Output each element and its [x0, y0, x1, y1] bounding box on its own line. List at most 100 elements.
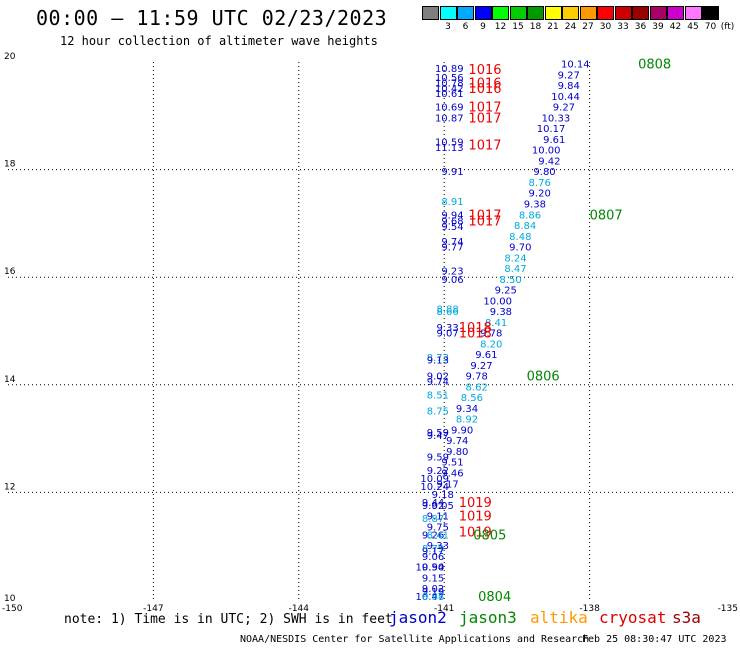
time-label: 0806	[527, 370, 560, 385]
legend-swatch	[684, 6, 702, 20]
wave-height-label: 8.56	[461, 393, 483, 404]
x-tick-label: -138	[579, 604, 600, 614]
wave-height-label: 8.20	[480, 339, 502, 350]
legend-swatch	[667, 6, 684, 20]
legend-swatch	[597, 6, 614, 20]
legend-swatch	[649, 6, 667, 20]
pressure-label: 1018	[459, 327, 492, 342]
wave-height-label: 10.09	[420, 474, 449, 485]
legend-swatch	[492, 6, 509, 20]
wave-height-label: 9.90	[422, 563, 444, 574]
wave-height-label: 9.61	[543, 135, 565, 146]
legend-swatch	[579, 6, 597, 20]
mission-label-jason2: jason2	[389, 608, 447, 627]
time-label: 0807	[590, 208, 623, 223]
wave-height-label: 9.78	[480, 329, 502, 340]
y-tick-label: 18	[4, 160, 16, 170]
x-tick-label: -147	[143, 604, 163, 614]
wave-height-label: 8.66	[436, 307, 458, 318]
x-tick-label: -135	[718, 604, 738, 614]
wave-height-label: 9.38	[490, 307, 512, 318]
wave-height-label: 10.54	[416, 563, 445, 574]
wave-height-label: 9.27	[553, 103, 575, 114]
wave-height-label: 9.42	[538, 156, 560, 167]
wave-height-label: 9.11	[427, 512, 449, 523]
wave-height-label: 10.14	[561, 60, 590, 71]
wave-height-label: 8.47	[504, 264, 526, 275]
wave-height-label: 9.25	[495, 286, 517, 297]
wave-height-label: 8.91	[441, 197, 463, 208]
pressure-label: 1018	[459, 321, 492, 336]
generated-timestamp: Feb 25 08:30:47 UTC 2023	[582, 634, 727, 645]
wave-height-label: 9.26	[422, 530, 444, 541]
wave-height-label: 8.87	[422, 514, 444, 525]
legend-label: 45	[687, 22, 699, 32]
chart-subtitle: 12 hour collection of altimeter wave hei…	[60, 34, 378, 48]
legend-swatch	[614, 6, 632, 20]
pressure-label: 1017	[468, 215, 501, 230]
wave-height-label: 9.34	[456, 404, 478, 415]
time-label: 0805	[473, 528, 506, 543]
wave-height-label: 8.86	[519, 210, 541, 221]
wave-height-label: 10.00	[483, 296, 512, 307]
wave-height-label: 8.24	[504, 253, 526, 264]
wave-height-label: 9.90	[451, 425, 473, 436]
wave-height-label: 10.89	[435, 64, 464, 75]
wave-height-label: 10.00	[532, 146, 561, 157]
legend-label: 27	[582, 22, 594, 32]
time-label: 0808	[638, 58, 671, 73]
wave-height-label: 9.15	[422, 573, 444, 584]
wave-height-label: 9.80	[446, 447, 468, 458]
legend-swatch	[422, 6, 439, 20]
x-tick-label: -150	[2, 604, 23, 614]
pressure-label: 1016	[468, 76, 501, 91]
wave-height-label: 10.24	[420, 482, 449, 493]
wave-height-label: 10.61	[435, 89, 464, 100]
wave-height-label: 10.33	[542, 113, 571, 124]
y-tick-label: 20	[4, 52, 16, 62]
wave-height-label: 9.75	[427, 522, 449, 533]
legend-swatch	[632, 6, 649, 20]
wave-height-label: 8.50	[499, 275, 521, 286]
legend-swatch	[474, 6, 492, 20]
chart-title: 00:00 – 11:59 UTC 02/23/2023	[36, 6, 388, 30]
legend-label: 42	[669, 22, 682, 32]
wave-height-label: 10.47	[416, 592, 445, 603]
pressure-label: 1017	[468, 208, 501, 223]
wave-height-label: 9.17	[436, 479, 458, 490]
legend-label: 39	[652, 22, 664, 32]
pressure-label: 1017	[468, 138, 501, 153]
mission-label-jason3: jason3	[459, 608, 517, 627]
wave-height-label: 9.84	[558, 81, 580, 92]
legend-label: 33	[617, 22, 629, 32]
wave-height-label: 9.27	[470, 361, 492, 372]
wave-height-label: 9.06	[441, 275, 463, 286]
wave-height-label: 8.62	[466, 382, 488, 393]
legend-swatch	[562, 6, 579, 20]
y-tick-label: 12	[4, 482, 15, 492]
wave-height-label: 9.44	[422, 498, 444, 509]
pressure-label: 1017	[468, 101, 501, 116]
credit-line: NOAA/NESDIS Center for Satellite Applica…	[240, 634, 590, 645]
wave-height-label: 8.41	[485, 318, 507, 329]
wave-height-label: 9.27	[558, 70, 580, 81]
wave-height-label: 9.02	[427, 372, 449, 383]
legend-label: 3	[445, 22, 451, 32]
legend-label: 12	[494, 22, 507, 32]
wave-height-label: 9.02	[422, 584, 444, 595]
wave-height-label: 8.76	[529, 178, 551, 189]
legend-swatch	[544, 6, 562, 20]
y-tick-label: 16	[4, 267, 16, 277]
pressure-label: 1016	[468, 82, 501, 97]
legend-label: 21	[547, 22, 559, 32]
wave-height-label: 9.74	[441, 237, 463, 248]
time-label: 0804	[478, 590, 511, 605]
legend-unit: (ft)	[720, 22, 735, 32]
legend-swatch	[527, 6, 544, 20]
wave-height-label: 8.79	[422, 544, 444, 555]
wave-height-label: 9.17	[422, 547, 444, 558]
wave-height-label: 9.59	[427, 452, 449, 463]
wave-height-label: 9.74	[427, 377, 449, 388]
